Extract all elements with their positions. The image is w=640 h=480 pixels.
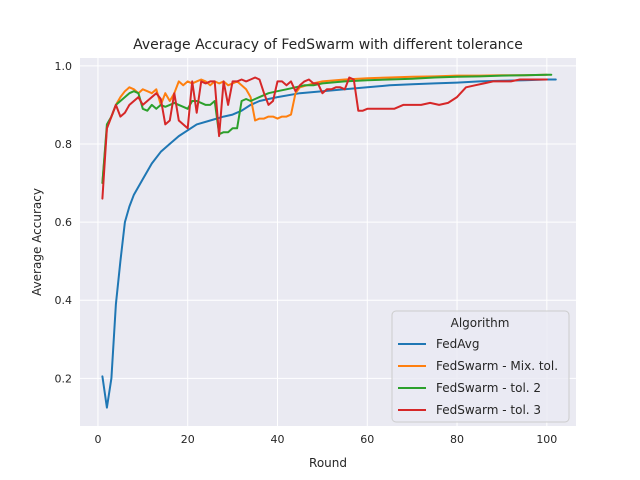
x-tick-label: 20 <box>181 433 195 446</box>
x-tick-label: 40 <box>271 433 285 446</box>
legend: Algorithm FedAvg FedSwarm - Mix. tol. FedS… <box>391 310 570 423</box>
y-tick-label: 0.4 <box>55 294 73 307</box>
series-line-1 <box>101 78 557 409</box>
legend-item-label: FedSwarm - tol. 2 <box>436 381 541 395</box>
legend-item-label: FedSwarm - Mix. tol. <box>436 359 558 373</box>
x-tick-label: 100 <box>536 433 557 446</box>
ticks: 0 20 40 60 80 100 0.2 0.4 0.6 0.8 1.0 <box>55 60 558 446</box>
y-tick-label: 0.2 <box>55 372 73 385</box>
series-line-3 <box>101 73 553 184</box>
y-tick-label: 1.0 <box>55 60 73 73</box>
x-tick-label: 60 <box>360 433 374 446</box>
legend-box <box>391 310 570 423</box>
x-tick-label: 0 <box>94 433 101 446</box>
legend-item-label: FedAvg <box>436 337 479 351</box>
y-tick-label: 0.6 <box>55 216 73 229</box>
series-line-4 <box>101 76 548 200</box>
series-line-2 <box>101 73 548 184</box>
chart-title: Average Accuracy of FedSwarm with differ… <box>133 37 523 53</box>
legend-title: Algorithm <box>451 316 510 330</box>
y-axis-label: Average Accuracy <box>30 188 44 296</box>
y-tick-label: 0.8 <box>55 138 73 151</box>
x-tick-label: 80 <box>450 433 464 446</box>
x-axis-label: Round <box>309 456 347 470</box>
series-layer <box>101 73 557 409</box>
legend-item-label: FedSwarm - tol. 3 <box>436 403 541 417</box>
